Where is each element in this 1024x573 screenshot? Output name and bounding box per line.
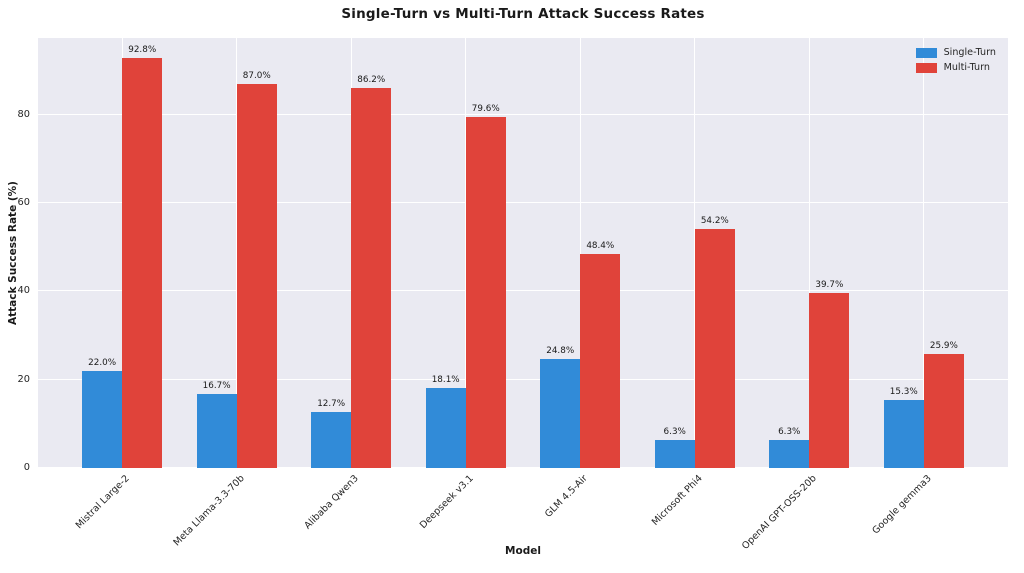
bar-multi-turn-alibaba-qwen3: [351, 87, 392, 468]
bar-single-turn-alibaba-qwen3: [311, 411, 352, 468]
bar-multi-turn-openai-gpt-oss-20b: [809, 292, 850, 468]
bar-value-label: 6.3%: [663, 427, 686, 438]
bar-value-label: 15.3%: [889, 387, 918, 398]
bar-single-turn-google-gemma3: [883, 400, 924, 468]
x-axis-label: Model: [505, 545, 541, 557]
legend-item-multi-turn: Multi-Turn: [915, 62, 996, 73]
y-tick-label: 0: [23, 462, 30, 473]
y-tick-label: 80: [17, 108, 30, 120]
bar-value-label: 39.7%: [815, 279, 844, 290]
bar-value-label: 18.1%: [431, 375, 460, 386]
bar-value-label: 24.8%: [546, 345, 575, 356]
legend-label: Multi-Turn: [943, 62, 990, 73]
bar-multi-turn-glm-4-5-air: [580, 254, 621, 468]
legend-swatch-multi-turn: [915, 62, 937, 73]
chart-title: Single-Turn vs Multi-Turn Attack Success…: [341, 6, 705, 22]
bar-single-turn-meta-llama-3-3-70b: [196, 394, 237, 468]
bar-value-label: 22.0%: [88, 357, 117, 368]
bar-value-label: 79.6%: [471, 103, 500, 114]
x-tick-label-mistral-large-2: Mistral Large-2: [73, 473, 132, 532]
y-tick-label: 60: [17, 197, 30, 209]
bar-single-turn-openai-gpt-oss-20b: [769, 440, 810, 468]
gridline-vertical: [923, 38, 925, 468]
gridline-horizontal: [38, 113, 1008, 115]
bar-multi-turn-meta-llama-3-3-70b: [236, 84, 277, 468]
bar-value-label: 54.2%: [700, 215, 729, 226]
gridline-horizontal: [38, 378, 1008, 380]
y-tick-label: 40: [17, 285, 30, 297]
bar-single-turn-deepseek-v3-1: [425, 388, 466, 468]
bar-value-label: 6.3%: [778, 427, 801, 438]
bar-value-label: 86.2%: [357, 74, 386, 85]
legend-label: Single-Turn: [943, 47, 996, 58]
bar-value-label: 25.9%: [929, 340, 958, 351]
bar-value-label: 16.7%: [202, 381, 231, 392]
bar-value-label: 12.7%: [317, 398, 346, 409]
legend-item-single-turn: Single-Turn: [915, 47, 996, 58]
bar-value-label: 87.0%: [242, 71, 271, 82]
gridline-horizontal: [38, 202, 1008, 204]
bar-multi-turn-mistral-large-2: [122, 58, 163, 468]
bar-single-turn-microsoft-phi4: [654, 440, 695, 468]
bar-multi-turn-google-gemma3: [923, 353, 964, 468]
bar-multi-turn-microsoft-phi4: [694, 228, 735, 468]
bar-value-label: 48.4%: [586, 241, 615, 252]
plot-area: 22.0% 16.7% 12.7% 18.1% 24.8% 6.3% 6.3% 15.3% 92…: [38, 38, 1008, 468]
bar-single-turn-glm-4-5-air: [540, 358, 581, 468]
gridline-horizontal: [38, 290, 1008, 292]
legend-swatch-single-turn: [915, 47, 937, 58]
bar-single-turn-mistral-large-2: [82, 370, 123, 468]
gridline-vertical: [579, 38, 581, 468]
y-tick-label: 20: [17, 373, 30, 385]
gridline-horizontal: [38, 467, 1008, 468]
gridline-vertical: [808, 38, 810, 468]
legend: Single-Turn Multi-Turn: [915, 47, 996, 73]
bar-value-label: 92.8%: [128, 45, 157, 56]
bar-multi-turn-deepseek-v3-1: [465, 116, 506, 468]
